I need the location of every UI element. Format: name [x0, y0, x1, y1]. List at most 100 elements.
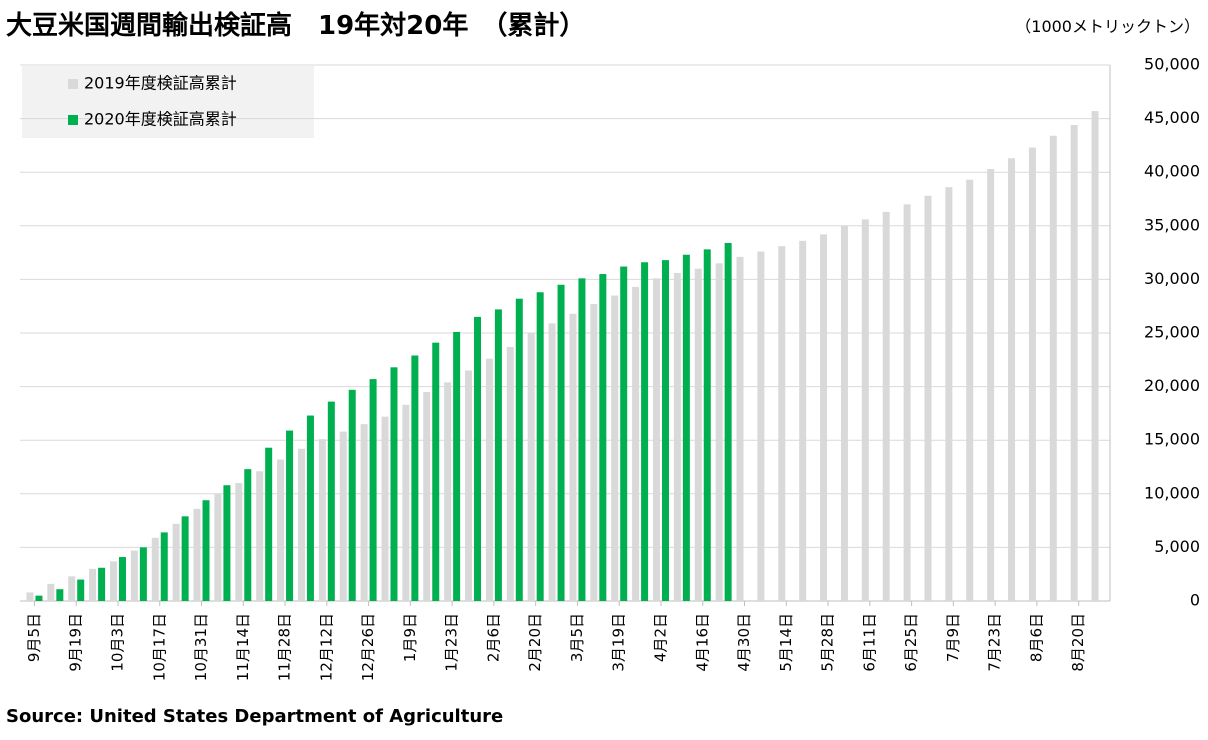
bar — [1008, 158, 1016, 601]
bar — [527, 333, 535, 601]
x-tick-label: 6月25日 — [902, 613, 920, 672]
legend-swatch — [68, 115, 78, 125]
x-tick-label: 3月19日 — [610, 613, 628, 672]
bar — [715, 263, 723, 601]
x-tick-label: 10月17日 — [150, 613, 168, 681]
unit-label: （1000メトリックトン） — [1015, 17, 1200, 36]
bar — [578, 278, 586, 601]
bar — [139, 547, 147, 601]
bar — [130, 550, 138, 601]
bar — [381, 416, 389, 601]
bar — [485, 358, 493, 601]
bar — [348, 389, 356, 601]
bar — [1028, 147, 1036, 601]
x-tick-label: 8月20日 — [1069, 613, 1087, 672]
y-tick-label: 0 — [1190, 591, 1200, 610]
x-tick-label: 11月28日 — [276, 613, 294, 681]
bar — [181, 516, 189, 601]
bar — [757, 251, 765, 601]
bar — [652, 278, 660, 601]
y-tick-label: 40,000 — [1144, 162, 1200, 181]
bar — [569, 313, 577, 601]
bar — [661, 260, 669, 601]
y-tick-label: 50,000 — [1144, 55, 1200, 74]
bar — [202, 500, 210, 601]
bar — [673, 272, 681, 601]
bar — [590, 304, 598, 601]
x-tick-label: 5月14日 — [777, 613, 795, 672]
bar — [820, 234, 828, 601]
bar — [35, 595, 43, 601]
bar — [256, 471, 264, 601]
x-tick-label: 12月12日 — [317, 613, 335, 681]
bar — [160, 532, 168, 601]
legend-box — [22, 66, 314, 138]
y-tick-label: 15,000 — [1144, 430, 1200, 449]
legend-swatch — [68, 79, 78, 89]
bar — [1091, 111, 1099, 601]
bar — [390, 367, 398, 601]
bar — [966, 179, 974, 602]
bar — [1070, 125, 1078, 602]
bar — [244, 469, 252, 601]
bar — [369, 379, 377, 601]
bar — [682, 254, 690, 601]
bar — [402, 404, 410, 601]
x-tick-label: 5月28日 — [819, 613, 837, 672]
y-tick-label: 30,000 — [1144, 269, 1200, 288]
y-tick-label: 5,000 — [1154, 537, 1200, 556]
bar — [444, 382, 452, 601]
bar — [620, 266, 628, 601]
x-tick-label: 2月6日 — [484, 613, 502, 662]
bar — [318, 439, 326, 601]
bar — [77, 579, 85, 601]
x-tick-label: 4月30日 — [735, 613, 753, 672]
bar — [882, 211, 890, 601]
bar — [411, 355, 419, 601]
bar — [724, 242, 732, 601]
x-tick-label: 9月19日 — [67, 613, 85, 672]
bar — [506, 346, 514, 601]
bar — [26, 592, 34, 601]
bar — [861, 219, 869, 602]
bar — [214, 493, 222, 601]
x-tick-label: 10月31日 — [192, 613, 210, 681]
bar — [453, 331, 461, 601]
x-tick-label: 7月23日 — [986, 613, 1004, 672]
x-tick-label: 8月6日 — [1027, 613, 1045, 662]
bar — [98, 567, 106, 601]
bar — [223, 485, 231, 601]
bar — [548, 323, 556, 601]
bar — [109, 561, 117, 601]
bar — [423, 391, 431, 601]
bar — [736, 256, 744, 601]
chart-title: 大豆米国週間輸出検証高 19年対20年 （累計） — [6, 10, 585, 41]
bar — [632, 286, 640, 601]
x-tick-label: 6月11日 — [860, 613, 878, 672]
bar — [474, 316, 482, 601]
bar — [56, 589, 64, 601]
bar — [193, 508, 201, 601]
bar — [945, 187, 953, 601]
bar — [277, 459, 285, 601]
x-tick-label: 10月3日 — [108, 613, 126, 672]
x-tick-label: 4月16日 — [693, 613, 711, 672]
x-tick-label: 7月9日 — [944, 613, 962, 662]
legend-label: 2020年度検証高累計 — [84, 110, 237, 129]
x-tick-label: 2月20日 — [526, 613, 544, 672]
bar — [778, 246, 786, 601]
bar — [360, 424, 368, 601]
bar — [1049, 135, 1057, 601]
x-tick-label: 11月14日 — [234, 613, 252, 681]
bar — [536, 292, 544, 601]
x-tick-label: 3月5日 — [568, 613, 586, 662]
bar — [599, 274, 607, 601]
y-tick-label: 45,000 — [1144, 108, 1200, 127]
bar — [703, 249, 711, 601]
y-tick-label: 20,000 — [1144, 376, 1200, 395]
bar — [172, 523, 180, 601]
x-tick-label: 4月2日 — [651, 613, 669, 662]
x-tick-label: 9月5日 — [25, 613, 43, 662]
